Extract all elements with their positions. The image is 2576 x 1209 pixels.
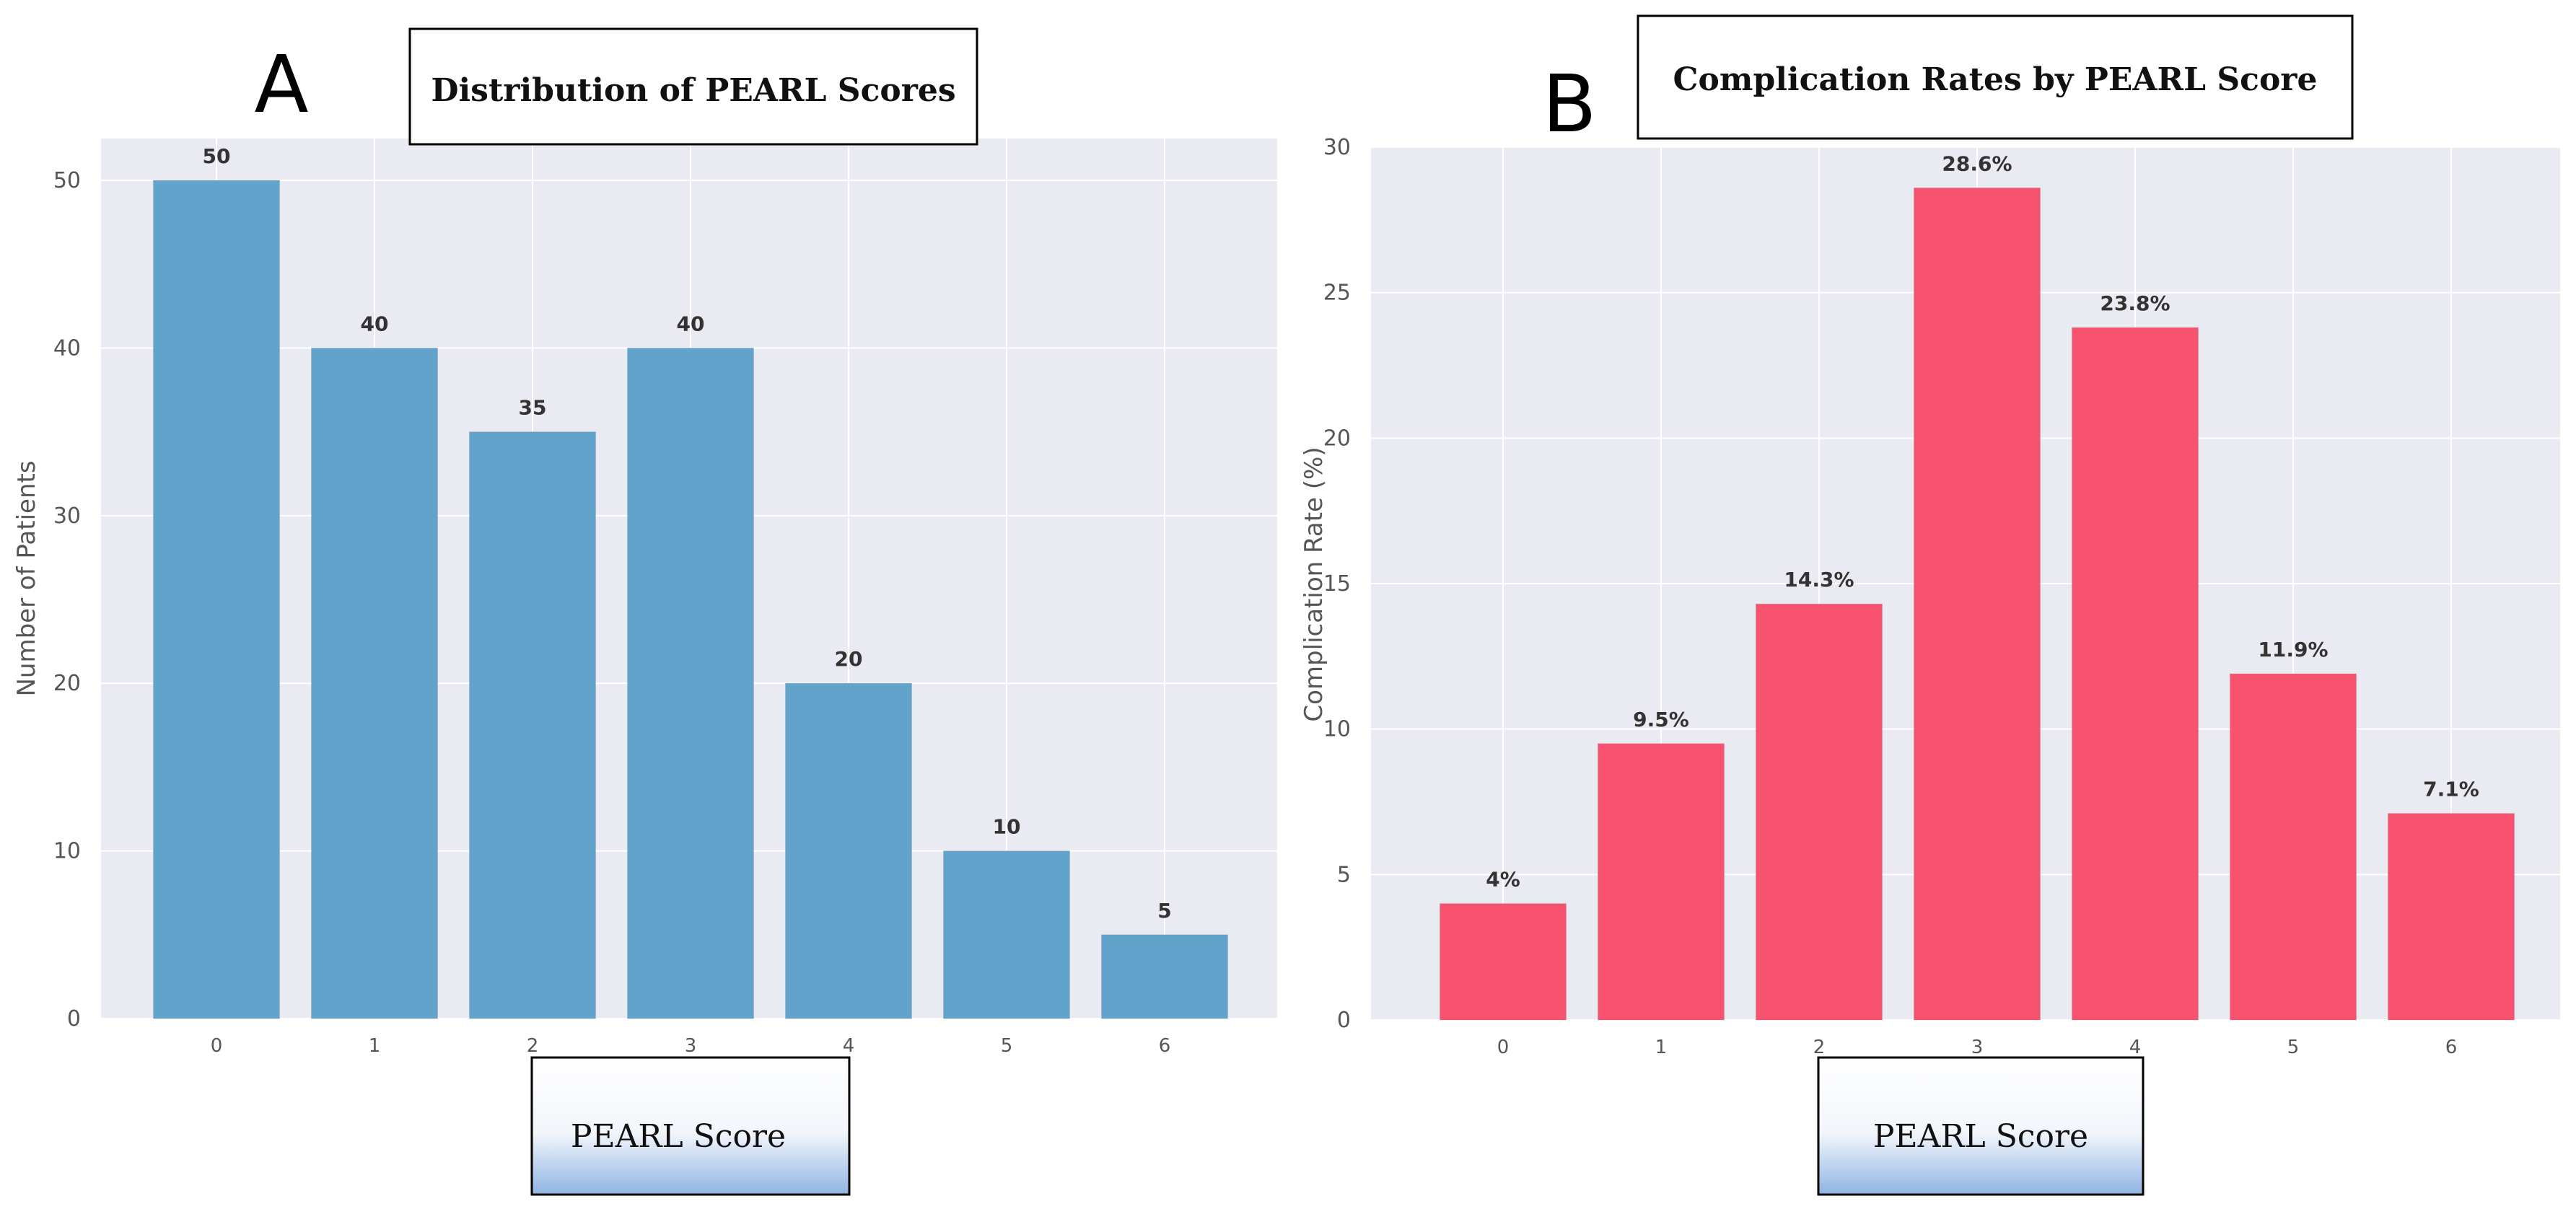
x-axis-label-box-b <box>1817 1056 2145 1196</box>
data-label-2: 35 <box>519 396 547 420</box>
data-label-1: 40 <box>361 312 389 335</box>
y-tick-labels-b: 0 5 10 15 20 25 30 <box>1323 135 1351 1033</box>
data-labels-a: 50 40 35 40 20 10 5 <box>203 144 1172 923</box>
x-axis-label-a: PEARL Score <box>571 1118 786 1155</box>
title-box-a <box>408 27 978 146</box>
y-axis-label-a: Number of Patients <box>12 460 41 696</box>
x-tick-label: 4 <box>2129 1037 2142 1058</box>
x-tick-label: 2 <box>1813 1037 1826 1058</box>
x-tick-label: 1 <box>369 1035 381 1057</box>
x-axis-label-box-a <box>530 1056 851 1196</box>
y-axis-label-b: Complication Rate (%) <box>1300 447 1328 721</box>
x-tick-label: 0 <box>1497 1037 1510 1058</box>
data-labels-b: 4% 9.5% 14.3% 28.6% 23.8% 11.9% 7.1% <box>1486 151 2479 891</box>
y-tick-label: 10 <box>53 839 81 864</box>
x-axis-label-b: PEARL Score <box>1873 1118 2088 1155</box>
x-tick-label: 5 <box>1001 1035 1013 1057</box>
y-tick-label: 5 <box>1337 862 1351 887</box>
bar-1 <box>311 347 438 1019</box>
chart-panel-b: 4% 9.5% 14.3% 28.6% 23.8% 11.9% 7.1% 0 1 2 3 4 5 6 0… <box>1300 14 2560 1196</box>
data-label-6: 5 <box>1157 899 1171 923</box>
x-tick-label: 6 <box>2445 1037 2458 1058</box>
x-tick-label: 3 <box>685 1035 697 1057</box>
panel-letter-b: B <box>1542 58 1596 150</box>
chart-title-b: Complication Rates by PEARL Score <box>1673 61 2318 98</box>
bars-a <box>153 180 1228 1019</box>
chart-panel-a: 50 40 35 40 20 10 5 0 1 2 3 4 5 6 0 10 20 30 40 50 Number… <box>12 27 1277 1196</box>
bar-2 <box>1756 603 1883 1021</box>
x-tick-label: 6 <box>1159 1035 1171 1057</box>
y-tick-label: 30 <box>53 504 81 529</box>
x-tick-label: 2 <box>527 1035 539 1057</box>
data-label-4: 23.8% <box>2100 291 2170 315</box>
bar-0 <box>153 180 280 1019</box>
bar-3 <box>1914 187 2041 1021</box>
bar-5 <box>2230 673 2357 1021</box>
bar-1 <box>1598 743 1725 1021</box>
data-label-0: 4% <box>1486 868 1520 892</box>
bar-6 <box>2388 813 2515 1021</box>
y-tick-label: 40 <box>53 335 81 361</box>
x-tick-label: 1 <box>1655 1037 1668 1058</box>
data-label-6: 7.1% <box>2423 778 2479 801</box>
bar-0 <box>1440 903 1567 1021</box>
x-tick-label: 3 <box>1971 1037 1984 1058</box>
panel-letter-a: A <box>254 38 308 131</box>
data-label-3: 40 <box>677 312 705 335</box>
y-tick-label: 10 <box>1323 717 1351 742</box>
x-tick-labels-b: 0 1 2 3 4 5 6 <box>1497 1037 2458 1058</box>
x-tick-label: 0 <box>211 1035 223 1057</box>
bar-2 <box>469 431 596 1019</box>
data-label-0: 50 <box>203 144 231 168</box>
y-tick-label: 0 <box>67 1006 81 1032</box>
bar-6 <box>1101 934 1228 1019</box>
bar-4 <box>785 682 912 1019</box>
title-box-b <box>1637 14 2354 140</box>
y-tick-label: 20 <box>1323 426 1351 451</box>
data-label-5: 11.9% <box>2258 638 2328 661</box>
y-tick-label: 20 <box>53 671 81 696</box>
data-label-4: 20 <box>835 647 863 671</box>
y-tick-labels-a: 0 10 20 30 40 50 <box>53 168 81 1032</box>
data-label-3: 28.6% <box>1942 151 2012 175</box>
bar-5 <box>943 850 1070 1019</box>
x-tick-label: 4 <box>843 1035 855 1057</box>
y-tick-label: 50 <box>53 168 81 193</box>
data-label-1: 9.5% <box>1633 708 1689 731</box>
y-tick-label: 15 <box>1323 571 1351 597</box>
y-tick-label: 25 <box>1323 281 1351 306</box>
bars-b <box>1440 187 2515 1021</box>
bar-4 <box>2072 327 2199 1021</box>
y-tick-label: 0 <box>1337 1008 1351 1033</box>
x-tick-labels-a: 0 1 2 3 4 5 6 <box>211 1035 1171 1057</box>
data-label-5: 10 <box>993 815 1021 839</box>
chart-title-a: Distribution of PEARL Scores <box>431 72 955 109</box>
data-label-2: 14.3% <box>1784 568 1854 592</box>
x-tick-label: 5 <box>2287 1037 2300 1058</box>
y-tick-label: 30 <box>1323 135 1351 160</box>
bar-3 <box>627 347 754 1019</box>
